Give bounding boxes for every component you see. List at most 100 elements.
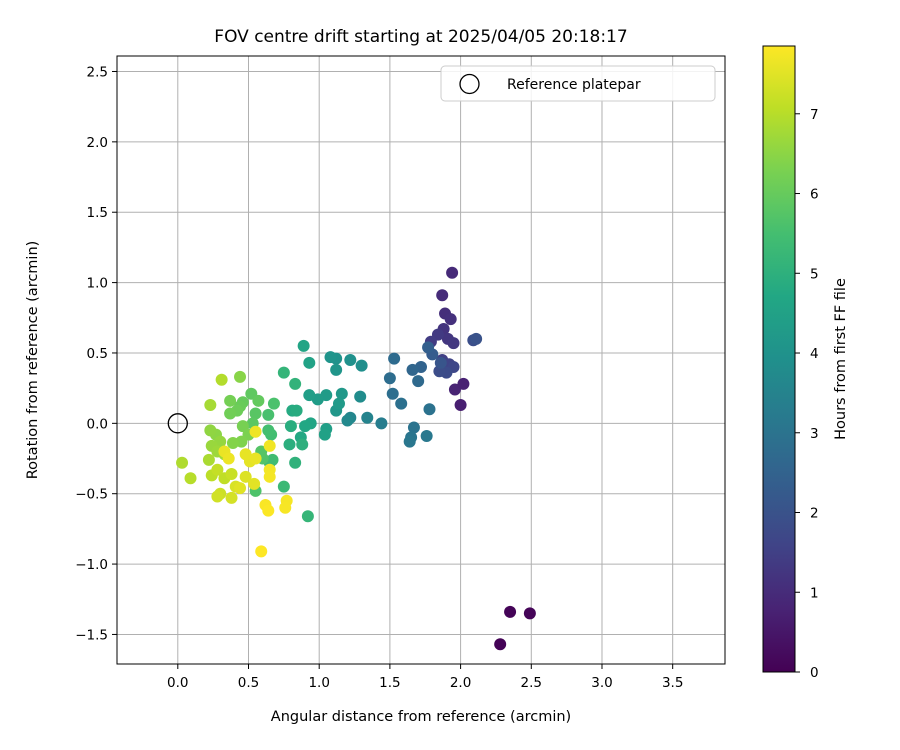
data-point [234,370,247,383]
data-point [436,289,449,302]
data-point [412,375,425,388]
data-point [344,354,357,366]
data-point [289,377,302,390]
x-tick-label: 3.5 [662,675,683,691]
data-point [324,351,337,364]
data-point [248,477,261,490]
data-point [296,438,309,451]
data-point [434,356,447,369]
data-point [239,470,252,483]
data-point [301,510,314,523]
data-point [283,438,296,451]
data-point [388,352,401,365]
reference-marker-group [167,413,188,434]
x-tick-label: 1.0 [308,675,329,691]
data-point [403,435,416,448]
plot-frame [116,55,726,665]
data-point [279,501,292,514]
data-points [176,266,536,651]
data-point [299,420,312,433]
data-point [361,411,374,424]
data-point [330,363,343,376]
y-tick-label: −1.0 [75,557,108,573]
colorbar-tick-label: 3 [810,426,819,442]
data-point [318,428,331,441]
x-tick-label: 0.5 [238,675,259,691]
y-tick-label: 1.5 [87,205,108,221]
data-point [262,408,275,421]
data-point [222,452,235,465]
data-point [249,452,262,465]
y-tick-label: 0.0 [87,416,108,432]
data-point [262,504,275,517]
data-point [184,472,197,485]
y-tick-label: −0.5 [75,487,108,503]
colorbar-gradient [763,46,795,672]
x-tick-label: 3.0 [591,675,612,691]
data-point [255,545,268,558]
y-axis-label: Rotation from reference (arcmin) [25,241,41,480]
data-point [446,266,459,279]
data-point [290,404,303,417]
data-point [234,482,247,495]
colorbar-frame [762,45,796,673]
data-point [407,421,420,434]
data-point [523,607,536,620]
y-tick-label: −1.5 [75,627,108,643]
reference-platepar-marker [167,413,188,434]
data-point [262,424,275,437]
y-tick-label: 2.0 [87,135,108,151]
data-point [448,383,461,396]
colorbar-ticks: 0 1 2 3 4 5 6 7 [795,107,819,681]
data-point [215,373,228,386]
data-point [406,363,419,376]
y-tick-label: 1.0 [87,276,108,292]
data-point [176,456,189,469]
data-point [225,491,238,504]
data-point [395,397,408,410]
data-point [249,425,262,438]
colorbar-tick-label: 2 [810,506,819,522]
data-point [224,394,237,407]
data-point [454,399,467,412]
data-point [303,389,316,402]
y-tick-label: 2.5 [87,64,108,80]
data-point [297,339,310,352]
data-point [423,403,436,416]
grid-lines [117,56,725,664]
data-point [289,456,302,469]
x-tick-label: 1.5 [379,675,400,691]
data-point [494,638,507,651]
data-point [457,377,470,390]
data-point [263,470,276,483]
data-point [470,332,483,345]
data-point [249,407,262,420]
data-point [266,453,279,466]
x-axis-label: Angular distance from reference (arcmin) [271,709,571,725]
data-point [383,372,396,385]
colorbar: 0 1 2 3 4 5 6 7 Hours from first FF file [762,45,849,681]
data-point [284,420,297,433]
data-point [277,366,290,379]
data-point [211,490,224,503]
data-point [202,453,215,466]
data-point [341,414,354,427]
y-axis-ticks: −1.5 −1.0 −0.5 0.0 0.5 1.0 1.5 2.0 2.5 [75,64,117,643]
data-point [332,397,345,410]
data-point [204,424,217,437]
data-point [375,417,388,430]
data-point [422,341,435,354]
x-tick-label: 2.5 [521,675,542,691]
colorbar-tick-label: 6 [810,187,819,203]
data-point [225,468,238,480]
data-point [420,430,433,442]
x-axis-ticks: 0.0 0.5 1.0 1.5 2.0 2.5 3.0 3.5 [167,664,683,691]
data-point [504,605,517,618]
data-point [224,407,237,420]
colorbar-tick-label: 1 [810,585,819,601]
data-point [267,397,280,410]
data-point [355,359,368,372]
colorbar-tick-label: 0 [810,665,819,681]
legend-box [440,65,716,102]
